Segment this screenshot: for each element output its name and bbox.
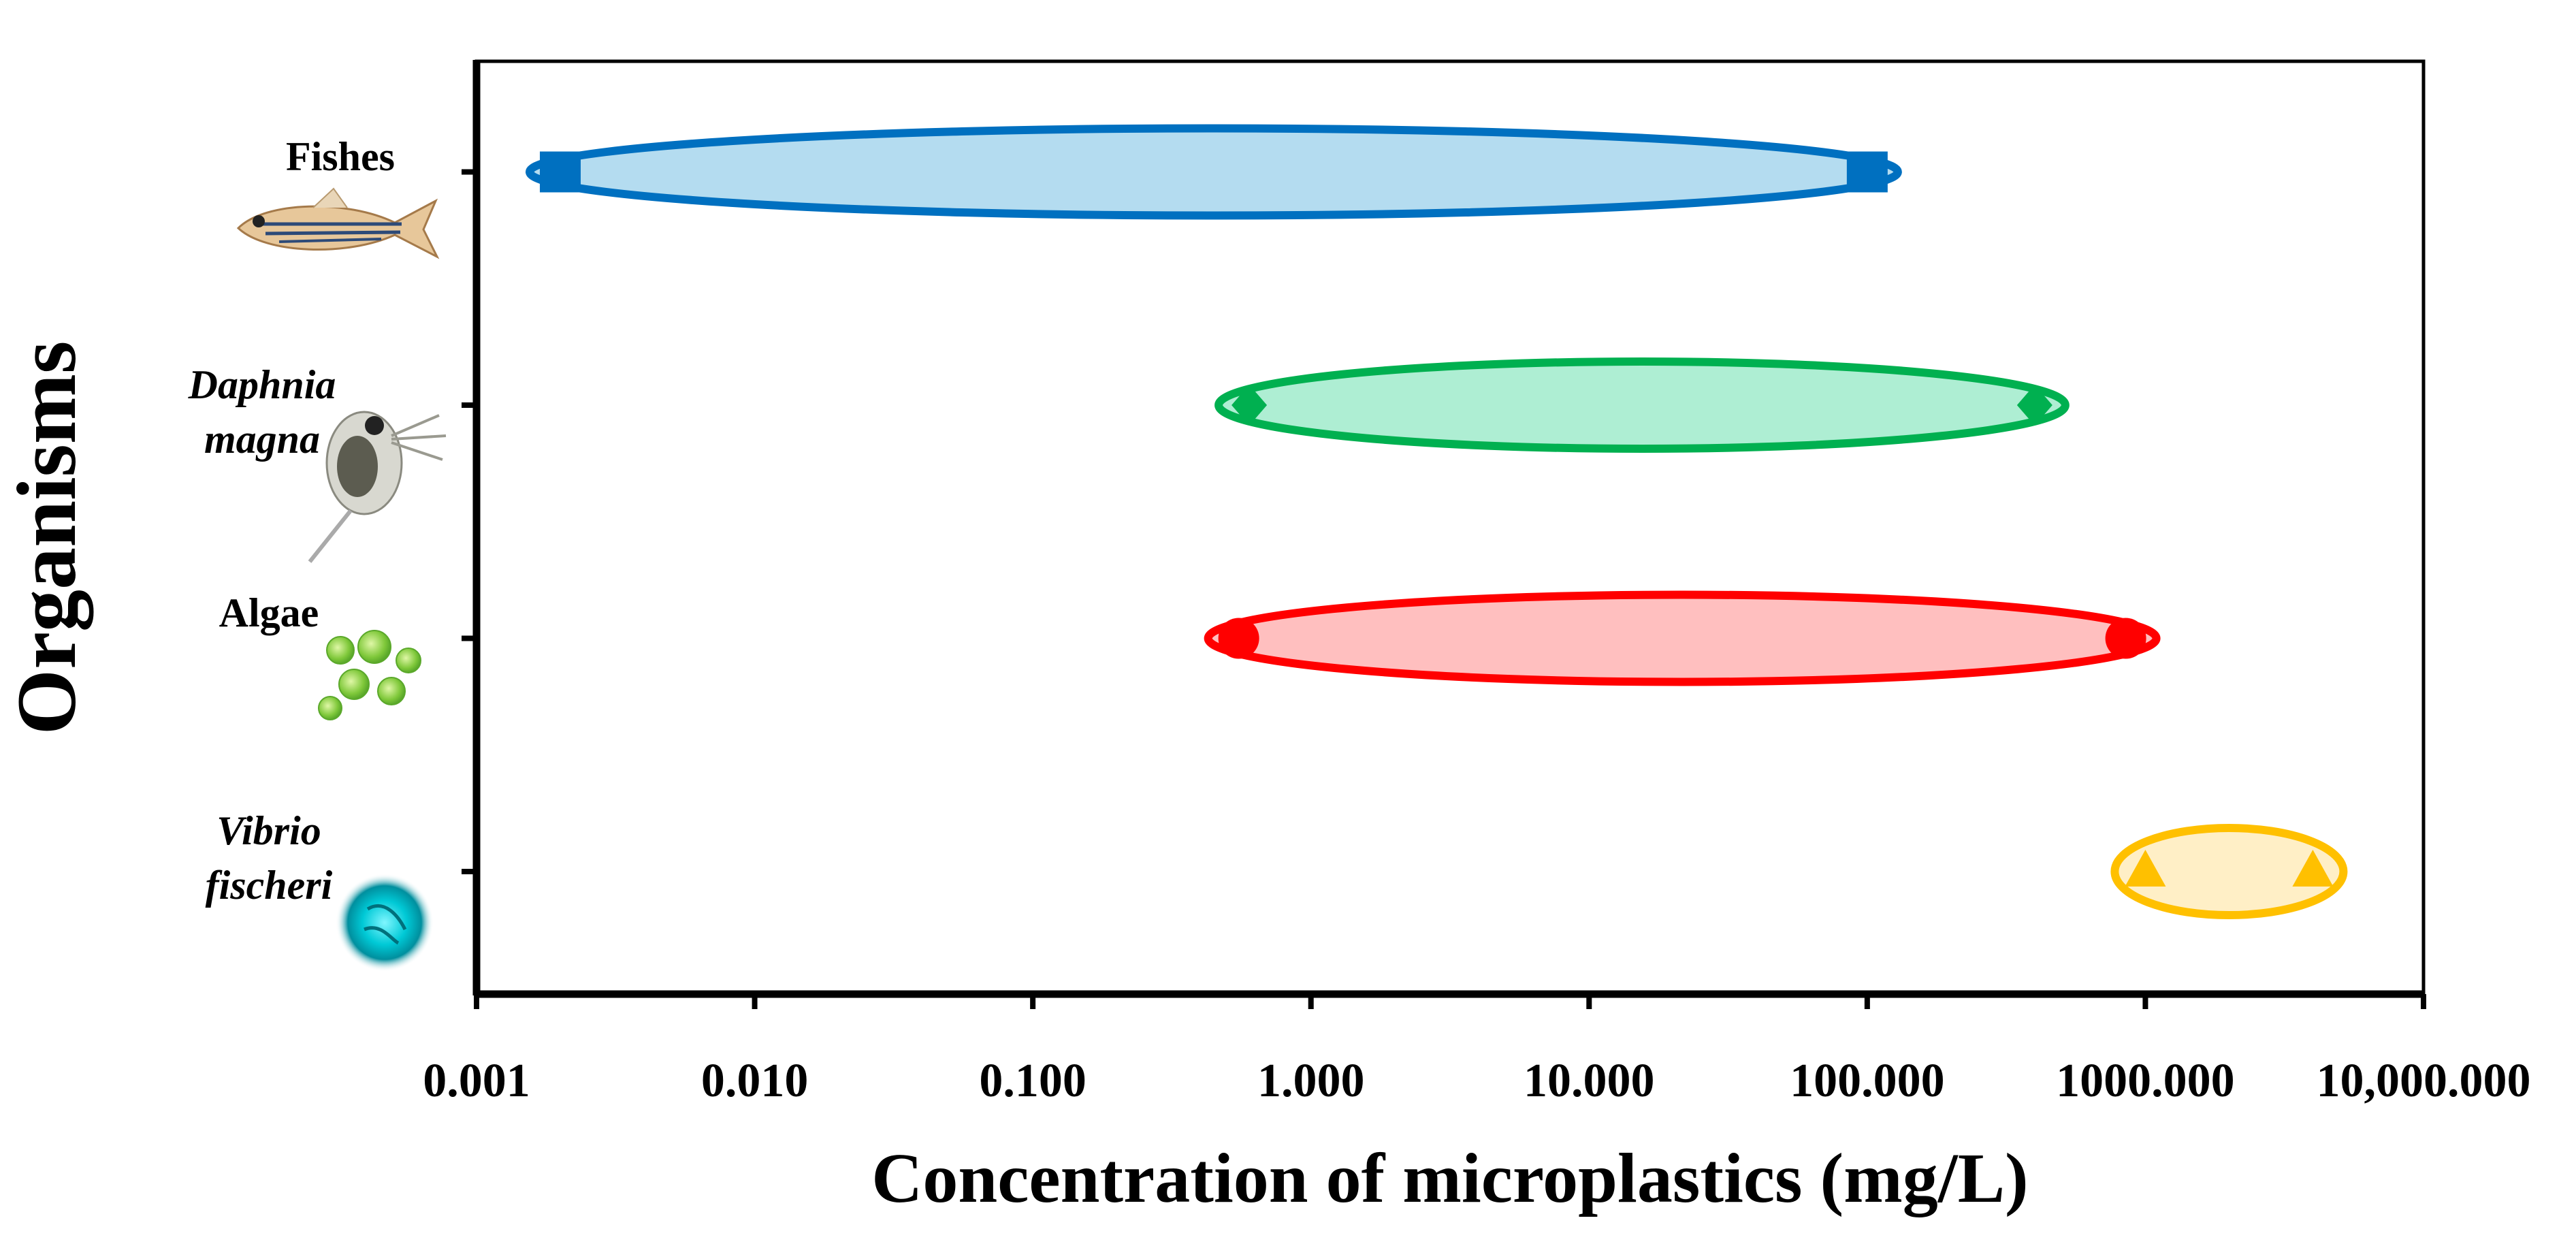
bacterium-icon <box>336 874 434 972</box>
marker-fishes-max <box>1846 151 1888 193</box>
x-axis-ticks <box>474 994 2426 1009</box>
y-axis-title: Organisms <box>0 341 94 735</box>
range-fishes <box>525 124 1902 220</box>
marker-daphnia-magna-max <box>2016 385 2052 426</box>
x-tick-label-4: 10.000 <box>1524 1055 1655 1107</box>
range-series <box>525 124 2348 919</box>
marker-algae-max <box>2105 618 2146 659</box>
zebrafish-icon <box>236 187 440 259</box>
marker-daphnia-magna-min <box>1231 385 1268 426</box>
category-label-fishes-0: Fishes <box>286 134 395 179</box>
category-label-daphnia-magna-1: magna <box>204 417 320 462</box>
marker-vibrio-fischeri-min <box>2125 850 2166 887</box>
marker-vibrio-fischeri-max <box>2292 850 2334 887</box>
range-daphnia-magna <box>1214 357 2070 453</box>
y-axis-ticks <box>462 169 477 874</box>
x-axis-title: Concentration of microplastics (mg/L) <box>871 1139 2028 1217</box>
marker-algae-min <box>1218 618 1259 659</box>
marker-fishes-min <box>539 151 581 193</box>
x-tick-label-2: 0.100 <box>979 1055 1086 1107</box>
x-axis-tick-labels: 0.001 0.010 0.100 1.000 10.000 100.000 1000.00… <box>423 1055 2530 1107</box>
category-label-algae-0: Algae <box>219 590 319 635</box>
x-tick-label-1: 0.010 <box>701 1055 809 1107</box>
x-tick-label-3: 1.000 <box>1257 1055 1365 1107</box>
x-tick-label-6: 1000.000 <box>2056 1055 2235 1107</box>
algae-icon <box>318 630 421 720</box>
x-tick-label-0: 0.001 <box>423 1055 530 1107</box>
category-label-vibrio-fischeri-1: fischeri <box>206 863 333 908</box>
daphnia-icon <box>308 411 447 563</box>
range-algae <box>1204 590 2161 686</box>
category-label-vibrio-fischeri-0: Vibrio <box>216 808 321 853</box>
x-tick-label-5: 100.000 <box>1790 1055 1945 1107</box>
x-tick-label-7: 10,000.000 <box>2317 1055 2531 1107</box>
category-labels: Fishes Daphnia magna Algae Vibrio fischeri <box>188 134 395 908</box>
category-label-daphnia-magna-0: Daphnia <box>188 362 336 407</box>
range-vibrio-fischeri <box>2110 824 2348 919</box>
